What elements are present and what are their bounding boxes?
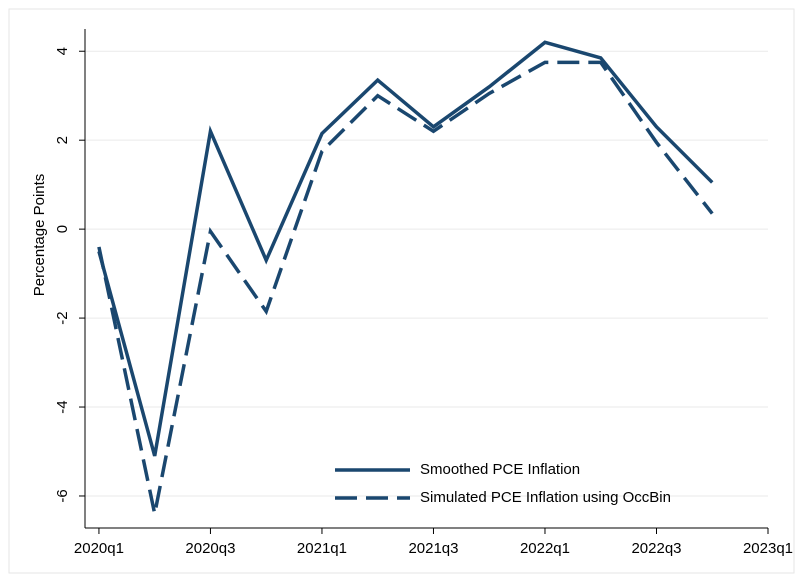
y-tick-label: 4 [54,47,71,55]
x-tick-label: 2020q1 [74,540,124,557]
y-tick-label: -2 [54,311,71,324]
y-tick-label: 0 [54,225,71,233]
x-tick-label: 2022q1 [520,540,570,557]
x-tick-label: 2020q3 [185,540,235,557]
legend-label: Simulated PCE Inflation using OccBin [420,489,671,506]
series-line [97,40,714,457]
y-tick-label: -4 [54,400,71,413]
x-tick-label: 2022q3 [631,540,681,557]
x-tick-label: 2023q1 [743,540,793,557]
y-tick-label: -6 [54,489,71,502]
y-tick-label: 2 [54,136,71,144]
x-tick-label: 2021q3 [408,540,458,557]
x-tick-label: 2021q1 [297,540,347,557]
frame [8,8,795,574]
y-axis-label: Percentage Points [31,174,48,297]
series-line [97,60,714,515]
legend-label: Smoothed PCE Inflation [420,461,580,478]
